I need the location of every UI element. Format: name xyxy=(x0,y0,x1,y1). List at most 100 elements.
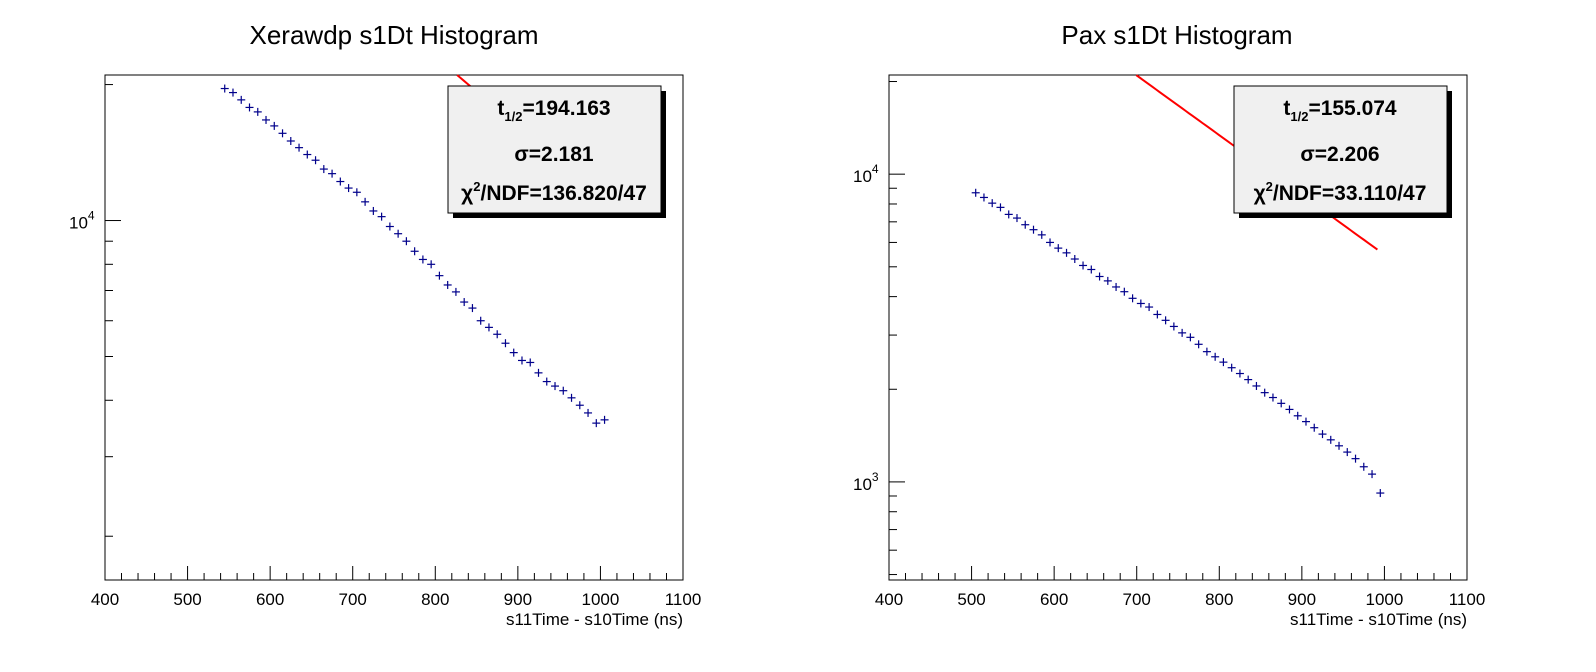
data-point xyxy=(1062,248,1071,257)
data-point xyxy=(551,382,560,391)
data-point xyxy=(534,368,543,377)
data-point xyxy=(996,203,1005,212)
stats-box-frame xyxy=(1233,85,1448,214)
data-point xyxy=(1103,276,1112,285)
data-point xyxy=(1211,352,1220,361)
x-axis-label: s11Time - s10Time (ns) xyxy=(506,610,683,629)
data-point xyxy=(319,165,328,174)
data-point xyxy=(575,401,584,410)
x-tick-label: 900 xyxy=(1288,590,1316,609)
x-tick-label: 600 xyxy=(256,590,284,609)
data-point xyxy=(493,330,502,339)
data-point xyxy=(443,280,452,289)
axis-ticks: 400 500 600 700 800 900 1000 1100 103 104 xyxy=(853,81,1486,609)
data-point xyxy=(1343,448,1352,457)
data-point xyxy=(352,188,361,197)
data-point xyxy=(377,212,386,221)
data-point xyxy=(501,339,510,348)
data-point xyxy=(435,271,444,280)
data-point xyxy=(1112,282,1121,291)
stat-half-life: t1/2=155.074 xyxy=(1283,97,1397,124)
data-point xyxy=(542,377,551,386)
data-point xyxy=(253,107,262,116)
x-tick-label: 700 xyxy=(339,590,367,609)
data-point xyxy=(971,188,980,197)
data-point xyxy=(484,323,493,332)
data-point xyxy=(460,298,469,307)
data-point xyxy=(278,129,287,138)
data-point xyxy=(1268,393,1277,402)
data-point xyxy=(1359,462,1368,471)
data-point xyxy=(1029,225,1038,234)
panel-xerawdp: Xerawdp s1Dt Histogram 400 500 600 700 800 90… xyxy=(69,20,701,629)
x-tick-label: 500 xyxy=(173,590,201,609)
data-point xyxy=(1087,265,1096,274)
x-tick-label: 400 xyxy=(91,590,119,609)
data-point xyxy=(1351,454,1360,463)
chart-title: Xerawdp s1Dt Histogram xyxy=(250,20,539,50)
y-tick-label: 104 xyxy=(853,162,879,186)
x-tick-label: 800 xyxy=(1205,590,1233,609)
data-point xyxy=(1004,210,1013,219)
data-point xyxy=(1285,405,1294,414)
axis-ticks: 400 500 600 700 800 900 1000 1100 104 xyxy=(69,84,702,609)
data-point xyxy=(303,150,312,159)
data-point xyxy=(311,156,320,165)
data-point xyxy=(427,260,436,269)
data-point xyxy=(567,393,576,402)
data-point xyxy=(1169,322,1178,331)
data-point xyxy=(262,115,271,124)
data-point xyxy=(1194,340,1203,349)
x-tick-label: 600 xyxy=(1040,590,1068,609)
panel-pax: Pax s1Dt Histogram 400 500 600 700 800 900 100… xyxy=(853,20,1485,629)
x-tick-label: 400 xyxy=(875,590,903,609)
data-point xyxy=(1301,417,1310,426)
x-tick-label: 500 xyxy=(957,590,985,609)
data-point xyxy=(369,206,378,215)
x-tick-label: 1100 xyxy=(1449,590,1486,609)
data-point xyxy=(1260,388,1269,397)
stat-chi2-ndf: χ2/NDF=136.820/47 xyxy=(461,179,647,205)
x-tick-label: 1100 xyxy=(665,590,702,609)
stat-chi2-ndf: χ2/NDF=33.110/47 xyxy=(1254,179,1427,205)
data-point xyxy=(220,84,229,93)
x-tick-label: 1000 xyxy=(1366,590,1404,609)
data-point xyxy=(410,247,419,256)
stats-box-frame xyxy=(447,85,662,214)
data-point xyxy=(592,419,601,428)
data-point xyxy=(1153,310,1162,319)
data-point xyxy=(1128,294,1137,303)
data-point xyxy=(1037,230,1046,239)
data-point xyxy=(1202,347,1211,356)
data-points xyxy=(220,84,609,428)
data-point xyxy=(286,137,295,146)
data-point xyxy=(1277,399,1286,408)
data-point xyxy=(1145,303,1154,312)
data-point xyxy=(559,386,568,395)
data-point xyxy=(526,358,535,367)
data-point xyxy=(1012,214,1021,223)
stat-sigma: σ=2.206 xyxy=(1300,143,1379,166)
data-point xyxy=(1293,411,1302,420)
stat-half-life: t1/2=194.163 xyxy=(497,97,610,124)
data-point xyxy=(988,199,997,208)
data-point xyxy=(451,287,460,296)
data-point xyxy=(344,184,353,193)
data-point xyxy=(1335,441,1344,450)
data-point xyxy=(476,316,485,325)
data-point xyxy=(237,95,246,104)
data-point xyxy=(1178,328,1187,337)
x-tick-label: 700 xyxy=(1123,590,1151,609)
data-point xyxy=(361,197,370,206)
data-point xyxy=(584,408,593,417)
data-point xyxy=(1376,489,1385,498)
data-point xyxy=(1021,220,1030,229)
data-point xyxy=(402,237,411,246)
data-point xyxy=(468,304,477,313)
data-point xyxy=(385,222,394,231)
data-point xyxy=(1252,381,1261,390)
data-point xyxy=(600,415,609,424)
data-point xyxy=(1244,375,1253,384)
data-point xyxy=(336,177,345,186)
